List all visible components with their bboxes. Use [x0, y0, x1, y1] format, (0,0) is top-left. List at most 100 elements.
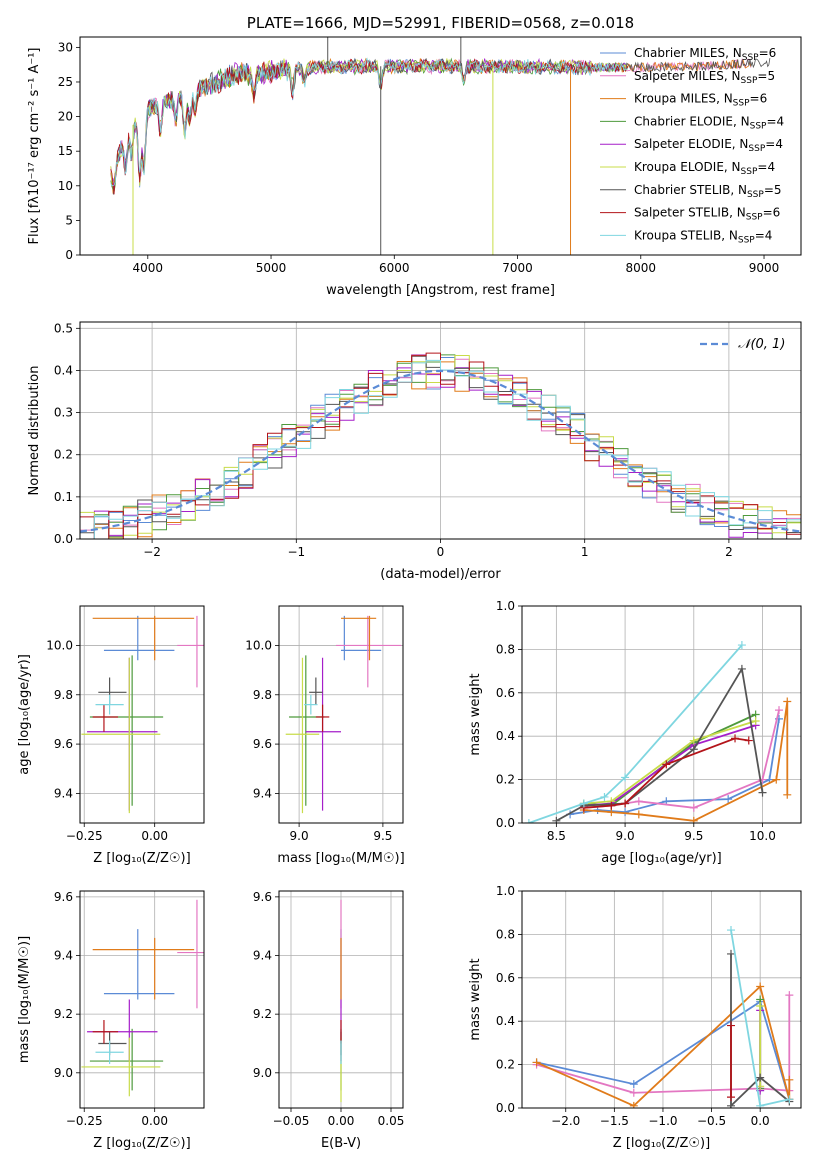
x-tick-label: 0.00 [141, 1114, 168, 1128]
weight-series-kroupa-elodie [756, 1002, 765, 1091]
weight-point [629, 1088, 638, 1097]
x-tick-label: 6000 [379, 261, 410, 275]
weight-point [727, 1021, 736, 1030]
errorbar-salpeter-stelib [92, 704, 119, 732]
spectrum-line-salpeter-stelib [110, 58, 629, 195]
age-vs-mass-panel-axes [278, 605, 404, 824]
errorbar-kroupa-elodie [285, 657, 320, 814]
y-tick-label: 10 [58, 179, 73, 193]
y-tick-label: 9.0 [253, 1066, 272, 1080]
errorbar-chabrier-elodie [89, 1028, 164, 1091]
age-vs-metallicity-panel-y-label: age [log₁₀(age/yr)] [17, 654, 32, 775]
legend-entry-salpeter-elodie: Salpeter ELODIE, NSSP=4 [634, 137, 783, 154]
x-tick-label: −1 [287, 545, 305, 559]
spectrum-y-label: Flux [fλ10⁻¹⁷ erg cm⁻² s⁻¹ A⁻¹] [27, 48, 42, 245]
weight-point [532, 1058, 541, 1067]
errorbar-kroupa-miles [92, 937, 195, 1000]
mass-vs-metallicity-panel-axes [79, 890, 205, 1109]
age-vs-mass-panel: 9.0 9.5 9.4 9.6 9.8 10.0 mass [log₁₀(M/M☉)] [245, 605, 405, 866]
errorbar-salpeter-miles [177, 899, 204, 1009]
y-tick-label: 0 [65, 248, 73, 262]
errorbar-kroupa-stelib [95, 694, 124, 715]
legend-entry-salpeter-stelib: Salpeter STELIB, NSSP=6 [634, 206, 780, 223]
weight-lines [532, 926, 794, 1108]
weight-point [621, 773, 630, 782]
spectrum-panel: PLATE=1666, MJD=52991, FIBERID=0568, z=0… [27, 14, 802, 298]
x-tick-label: 9.0 [290, 829, 309, 843]
weight-point [785, 991, 794, 1000]
y-tick-label: 9.0 [54, 1066, 73, 1080]
y-tick-label: 10.0 [46, 638, 73, 652]
errorbar-chabrier-elodie [89, 655, 164, 806]
legend-entry-chabrier-stelib: Chabrier STELIB, NSSP=5 [634, 183, 782, 200]
y-tick-label: 20 [58, 110, 73, 124]
weight-lines [524, 641, 792, 823]
y-tick-label: 0.0 [496, 816, 515, 830]
weight-line [569, 718, 780, 816]
weight-point [662, 760, 671, 769]
x-tick-label: 4000 [133, 261, 164, 275]
spectrum-title: PLATE=1666, MJD=52991, FIBERID=0568, z=0… [247, 14, 634, 32]
legend-entry-chabrier-miles: Chabrier MILES, NSSP=6 [634, 46, 776, 63]
x-tick-label: 5000 [256, 261, 287, 275]
weight-vs-age-panel-axes [521, 605, 802, 824]
weight-point [785, 1095, 794, 1104]
y-tick-label: 9.6 [253, 890, 272, 904]
errorbar-chabrier-miles [341, 615, 382, 661]
y-tick-label: 9.4 [253, 949, 272, 963]
weight-vs-age-panel-y-label: mass weight [468, 673, 483, 755]
weight-point [724, 795, 733, 804]
histogram-panel: −2 −1 0 1 2 0.0 0.1 0.2 0.3 0.4 0.5 𝒩(0, 1) (data-mo… [27, 321, 802, 582]
weight-point [772, 775, 781, 784]
y-tick-label: 0.6 [496, 686, 515, 700]
weight-line [555, 666, 764, 822]
weight-point [785, 1075, 794, 1084]
y-tick-label: 0.3 [54, 406, 73, 420]
errorbar-kroupa-stelib [304, 694, 318, 715]
weight-point [756, 1002, 765, 1011]
x-tick-label: −0.05 [273, 1114, 310, 1128]
x-tick-label: −0.5 [697, 1114, 726, 1128]
spectrum-line-chabrier-elodie [110, 57, 629, 194]
y-tick-label: 30 [58, 40, 73, 54]
weight-point [756, 982, 765, 991]
errorbar-kroupa-elodie [81, 657, 161, 814]
x-tick-label: −0.25 [66, 829, 103, 843]
histogram-y-label: Normed distribution [27, 366, 42, 496]
weight-point [629, 1101, 638, 1108]
y-tick-label: 0.4 [54, 363, 73, 377]
y-tick-label: 25 [58, 75, 73, 89]
normal-reference-curve [80, 369, 801, 533]
weight-point [629, 1080, 638, 1089]
y-tick-label: 0.8 [496, 642, 515, 656]
weight-point [783, 790, 792, 799]
legend-entry-salpeter-miles: Salpeter MILES, NSSP=5 [634, 69, 775, 86]
mass-vs-metallicity-panel-y-label: mass [log₁₀(M/M☉)] [17, 936, 32, 1063]
y-tick-label: 0.0 [496, 1101, 515, 1115]
weight-line [583, 720, 756, 805]
weight-point [621, 799, 630, 808]
x-tick-label: 2 [725, 545, 733, 559]
errorbar-chabrier-elodie [289, 655, 325, 806]
weight-point [689, 803, 698, 812]
spectrum-x-label: wavelength [Angstrom, rest frame] [326, 283, 555, 298]
weight-vs-metallicity-panel-y-label: mass weight [468, 958, 483, 1040]
legend-entry-kroupa-miles: Kroupa MILES, NSSP=6 [634, 92, 767, 109]
histogram-x-label: (data-model)/error [380, 567, 501, 582]
x-tick-label: 9.5 [373, 829, 392, 843]
x-tick-label: 9.5 [684, 829, 703, 843]
errorbar-salpeter-miles [177, 615, 204, 688]
weight-point [751, 717, 760, 726]
weight-vs-metallicity-panel-axes [521, 890, 802, 1109]
errorbar-salpeter-elodie [305, 657, 341, 811]
spectrum-line-chabrier-stelib [112, 57, 771, 195]
weight-point [744, 736, 753, 745]
errorbar-salpeter-miles [335, 615, 402, 688]
y-tick-label: 0.5 [54, 321, 73, 335]
errorbar-chabrier-stelib [309, 677, 323, 705]
errorbars [285, 615, 402, 814]
histogram-lines [80, 352, 801, 539]
x-tick-label: −2 [143, 545, 161, 559]
x-tick-label: 9.0 [616, 829, 635, 843]
weight-point [689, 736, 698, 745]
